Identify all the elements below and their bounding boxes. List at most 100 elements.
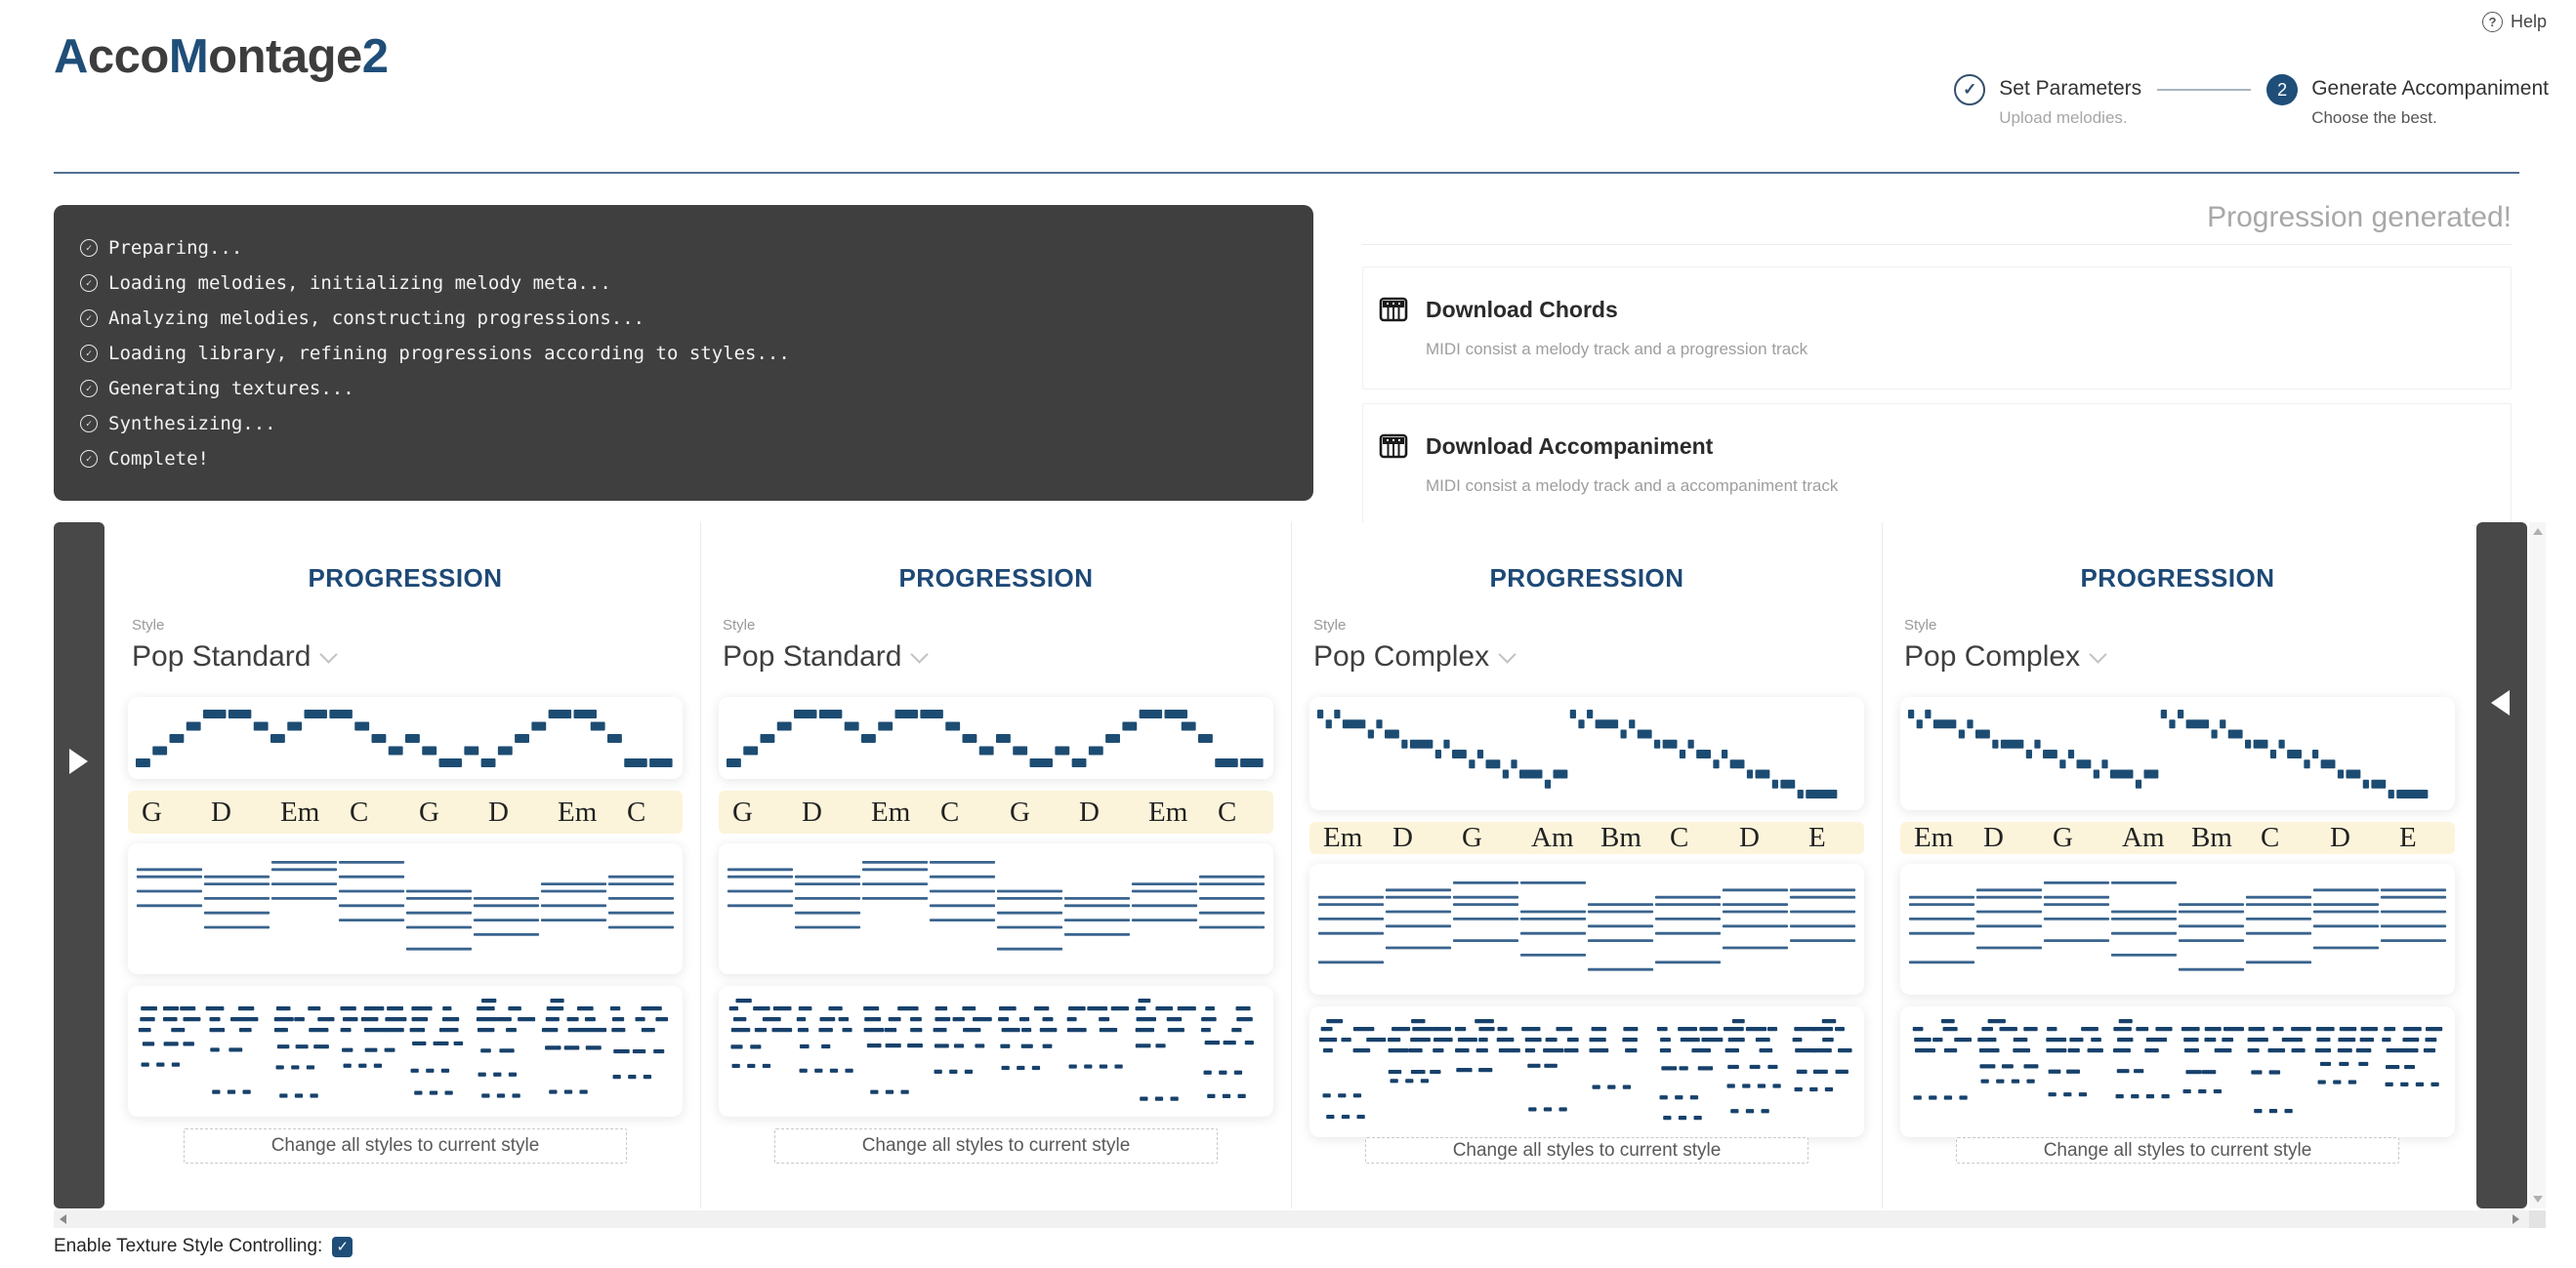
style-label: Style (723, 617, 756, 634)
vertical-scrollbar[interactable] (2529, 522, 2546, 1208)
check-circle-icon: ✓ (80, 450, 98, 468)
texture-style-toggle-label: Enable Texture Style Controlling: (54, 1236, 323, 1256)
progression-card-title: PROGRESSION (1489, 563, 1684, 593)
chord-label: C (940, 796, 960, 828)
download-chords-card[interactable]: Download Chords MIDI consist a melody tr… (1362, 266, 2512, 389)
carousel-next-button[interactable] (2476, 522, 2527, 1208)
logo-segment: A (54, 30, 88, 83)
chord-label: D (488, 796, 509, 828)
chord-label: D (2330, 822, 2350, 853)
question-circle-icon: ? (2481, 12, 2503, 32)
change-all-styles-button[interactable]: Change all styles to current style (183, 1128, 628, 1164)
texture-piano-roll (719, 986, 1273, 1117)
piano-icon (1379, 297, 1408, 322)
help-label: Help (2510, 12, 2547, 31)
melody-piano-roll (719, 697, 1273, 779)
console-log-text: Loading melodies, initializing melody me… (108, 272, 611, 294)
step-subtitle: Choose the best. (2311, 108, 2437, 127)
style-label: Style (132, 617, 165, 634)
results-panel: Progression generated! Download Chords M… (1362, 201, 2512, 526)
texture-style-checkbox[interactable]: ✓ (332, 1236, 353, 1257)
chord-row: Em D G Am Bm C D E (1309, 822, 1864, 854)
stepper-connector (2157, 89, 2252, 91)
change-all-styles-button[interactable]: Change all styles to current style (773, 1128, 1219, 1164)
chord-label: Em (1323, 822, 1363, 853)
chord-label: G (732, 796, 753, 828)
arrow-left-icon (2491, 690, 2510, 716)
scroll-up-icon[interactable] (2533, 528, 2543, 535)
chevron-down-icon (1498, 644, 1517, 664)
console-log-text: Complete! (108, 448, 209, 470)
chord-row: G D Em C G D Em C (128, 791, 683, 834)
chord-label: D (211, 796, 231, 828)
arrow-right-icon (69, 749, 88, 774)
horizontal-scrollbar[interactable] (54, 1210, 2529, 1228)
chord-row: G D Em C G D Em C (719, 791, 1273, 834)
logo-segment: M (168, 30, 209, 83)
chord-label: Em (1148, 796, 1188, 828)
console-log-line: ✓ Generating textures... (80, 371, 1294, 406)
style-select[interactable]: Pop Complex (1313, 640, 1864, 674)
chevron-down-icon (2089, 644, 2107, 664)
progression-carousel: PROGRESSION Style Pop Standard G D Em C G D Em… (54, 522, 2546, 1228)
chord-label: C (627, 796, 646, 828)
change-all-styles-button[interactable]: Change all styles to current style (1955, 1137, 2400, 1164)
progression-card: PROGRESSION Style Pop Complex Em D G Am Bm C D… (1882, 522, 2472, 1208)
melody-piano-roll (1900, 697, 2455, 810)
step-number-badge: 2 (2266, 74, 2299, 105)
texture-piano-roll (128, 986, 683, 1117)
chord-label: D (802, 796, 822, 828)
chord-label: D (1983, 822, 2004, 853)
style-select-value: Pop Complex (1904, 640, 2081, 673)
carousel-prev-button[interactable] (54, 522, 104, 1208)
download-accompaniment-description: MIDI consist a melody track and a accomp… (1426, 476, 1839, 495)
download-accompaniment-card[interactable]: Download Accompaniment MIDI consist a me… (1362, 403, 2512, 526)
melody-piano-roll (1309, 697, 1864, 810)
console-log-line: ✓ Loading melodies, initializing melody … (80, 266, 1294, 301)
texture-piano-roll (1900, 1006, 2455, 1137)
chord-label: Bm (1600, 822, 1641, 853)
progression-cards: PROGRESSION Style Pop Standard G D Em C G D Em… (110, 522, 2472, 1208)
chord-label: C (350, 796, 369, 828)
chord-label: G (2053, 822, 2073, 853)
chord-label: G (1462, 822, 1482, 853)
chevron-down-icon (910, 644, 930, 664)
step-title: Set Parameters (1999, 77, 2142, 100)
console-log-text: Analyzing melodies, constructing progres… (108, 307, 645, 329)
console-log-line: ✓ Synthesizing... (80, 406, 1294, 441)
chord-label: Em (1914, 822, 1954, 853)
console-log-text: Preparing... (108, 237, 243, 259)
style-select-value: Pop Standard (723, 640, 902, 673)
chord-label: Am (1531, 822, 1574, 853)
chord-label: C (2261, 822, 2280, 853)
melody-piano-roll (128, 697, 683, 779)
console-log-text: Synthesizing... (108, 413, 276, 434)
style-select-value: Pop Standard (132, 640, 312, 673)
style-label: Style (1313, 617, 1347, 634)
console-log-line: ✓ Complete! (80, 441, 1294, 476)
chord-voicing-piano-roll (1900, 864, 2455, 995)
scroll-left-icon[interactable] (60, 1214, 66, 1224)
style-select[interactable]: Pop Standard (132, 640, 683, 674)
progression-card-title: PROGRESSION (2080, 563, 2275, 593)
change-all-styles-button[interactable]: Change all styles to current style (1364, 1137, 1809, 1164)
chord-label: Em (558, 796, 598, 828)
style-select[interactable]: Pop Complex (1904, 640, 2455, 674)
header-divider (54, 172, 2519, 174)
help-button[interactable]: ? Help (2481, 12, 2547, 32)
logo-segment: ontage (208, 30, 362, 83)
chord-label: D (1739, 822, 1760, 853)
results-divider (1362, 244, 2512, 245)
progression-card-title: PROGRESSION (898, 563, 1094, 593)
chord-label: C (1218, 796, 1237, 828)
stepper-step-set-parameters: ✓ Set Parameters Upload melodies. (1954, 74, 2141, 128)
results-heading: Progression generated! (2207, 201, 2512, 233)
console-log-line: ✓ Preparing... (80, 230, 1294, 266)
check-circle-icon: ✓ (80, 345, 98, 362)
style-select-value: Pop Complex (1313, 640, 1490, 673)
progression-card: PROGRESSION Style Pop Standard G D Em C G D Em… (110, 522, 700, 1208)
style-select[interactable]: Pop Standard (723, 640, 1273, 674)
scroll-down-icon[interactable] (2533, 1196, 2543, 1203)
chord-label: D (1392, 822, 1413, 853)
scroll-right-icon[interactable] (2513, 1214, 2519, 1224)
